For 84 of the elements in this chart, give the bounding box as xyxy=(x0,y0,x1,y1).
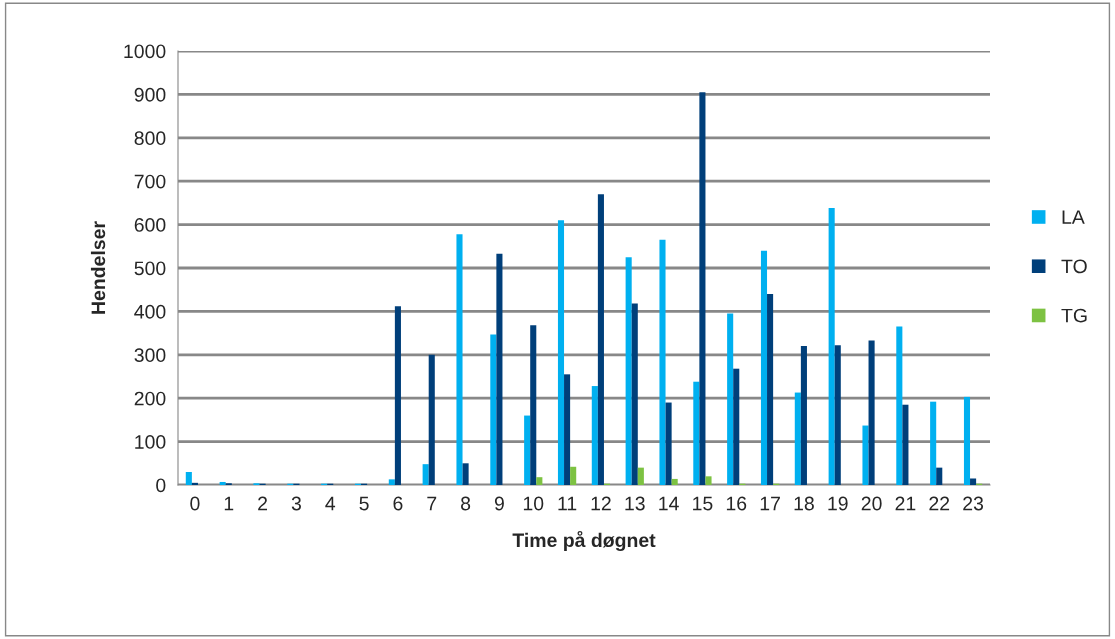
x-tick-label: 6 xyxy=(393,496,403,511)
bar xyxy=(930,401,937,485)
bar xyxy=(963,396,971,485)
y-tick-label: 600 xyxy=(134,218,166,232)
y-tick-label: 900 xyxy=(134,87,166,102)
x-tick-label: 0 xyxy=(190,496,200,511)
x-tick-label: 20 xyxy=(861,496,882,511)
bar xyxy=(637,467,644,485)
x-tick-label: 1 xyxy=(224,496,234,511)
bar xyxy=(557,220,565,485)
x-tick-label: 8 xyxy=(461,496,471,511)
bar xyxy=(902,404,909,485)
y-tick-label: 300 xyxy=(134,348,166,363)
bar xyxy=(727,313,734,485)
bar xyxy=(591,386,598,485)
x-tick-label: 3 xyxy=(291,496,301,511)
bar xyxy=(394,306,401,485)
bar xyxy=(564,374,571,485)
x-tick-label: 13 xyxy=(625,496,645,511)
bar xyxy=(625,257,632,485)
bar xyxy=(422,464,429,485)
y-axis-title: Hendelser xyxy=(90,221,106,314)
bar xyxy=(671,478,678,485)
x-tick-label: 23 xyxy=(963,496,984,511)
y-tick-label: 700 xyxy=(134,174,166,189)
x-tick-label: 17 xyxy=(760,496,780,511)
x-tick-label: 5 xyxy=(359,496,369,511)
y-tick-label: 1000 xyxy=(124,44,166,59)
legend-label: TO xyxy=(1061,259,1087,274)
x-tick-label: 9 xyxy=(494,496,504,511)
bar xyxy=(800,346,807,485)
bar xyxy=(868,340,875,485)
bar xyxy=(834,345,841,485)
x-tick-label: 10 xyxy=(523,496,544,511)
x-tick-label: 14 xyxy=(659,496,679,511)
bar xyxy=(733,368,740,485)
bar xyxy=(185,471,192,485)
bar xyxy=(570,466,577,485)
y-tick-label: 100 xyxy=(135,435,166,449)
bar xyxy=(597,194,604,485)
x-axis-title: Time på døgnet xyxy=(512,530,656,552)
y-tick-label: 500 xyxy=(134,261,166,276)
y-tick-label: 200 xyxy=(134,391,166,406)
bar xyxy=(665,402,672,485)
bar xyxy=(896,326,903,485)
legend-label: LA xyxy=(1062,210,1085,224)
bar xyxy=(659,239,666,485)
x-tick-label: 11 xyxy=(558,496,577,511)
bar xyxy=(794,392,801,485)
bar xyxy=(496,253,503,485)
bar xyxy=(705,476,712,485)
y-tick-label: 800 xyxy=(134,131,166,146)
bar xyxy=(428,354,435,485)
bar xyxy=(970,478,977,485)
bar xyxy=(530,325,537,485)
bar xyxy=(219,481,226,485)
x-tick-label: 15 xyxy=(693,496,713,511)
bar xyxy=(828,208,835,485)
bar xyxy=(456,234,463,485)
x-tick-label: 2 xyxy=(258,496,268,511)
bar xyxy=(862,425,869,485)
bar xyxy=(490,334,497,485)
bar xyxy=(388,479,395,485)
bar xyxy=(767,294,774,485)
bar xyxy=(693,381,700,485)
y-tick-label: 400 xyxy=(134,304,166,319)
x-tick-label: 21 xyxy=(895,496,916,511)
x-tick-label: 7 xyxy=(427,496,437,511)
x-tick-label: 18 xyxy=(794,496,814,511)
x-tick-label: 22 xyxy=(929,496,950,511)
bar xyxy=(524,415,531,485)
bar xyxy=(191,482,198,485)
bar xyxy=(936,467,943,485)
x-tick-label: 19 xyxy=(828,496,848,511)
x-tick-label: 4 xyxy=(325,496,336,511)
bar xyxy=(631,303,638,485)
x-tick-label: 16 xyxy=(726,496,747,511)
legend-label: TG xyxy=(1061,308,1087,323)
bar xyxy=(760,250,768,485)
bar xyxy=(536,477,543,485)
x-tick-label: 12 xyxy=(591,496,611,511)
bar xyxy=(699,92,706,485)
y-tick-label: 0 xyxy=(156,478,166,493)
bar xyxy=(462,463,469,485)
